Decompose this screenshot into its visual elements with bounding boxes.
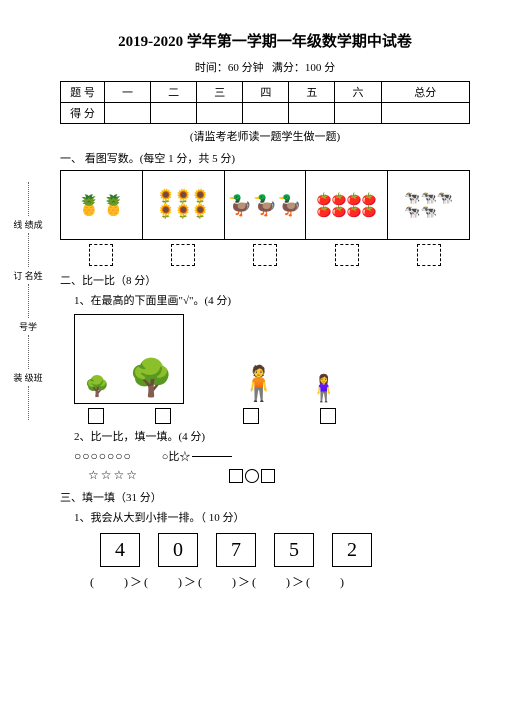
bind-label: 级班: [25, 373, 43, 383]
answer-box[interactable]: [253, 244, 277, 266]
check-box[interactable]: [88, 408, 104, 424]
q3-1-title: 1、我会从大到小排一排。（ 10 分）: [74, 509, 470, 525]
th: 二: [151, 82, 197, 103]
compare-row2: ☆☆☆☆: [74, 468, 470, 483]
answer-box[interactable]: [171, 244, 195, 266]
bind-label: 号学: [19, 322, 37, 332]
shape-answer: [229, 469, 275, 483]
td: [151, 103, 197, 124]
tree-icon: 🌳: [85, 374, 110, 399]
exam-page: 2019-2020 学年第一学期一年级数学期中试卷 时间：60 分钟 满分：10…: [0, 0, 505, 600]
num-card: 0: [158, 533, 198, 567]
invigilator-note: (请监考老师读一题学生做一题): [60, 128, 470, 144]
bind-label: 名姓: [25, 271, 43, 281]
kids-group: 🧍 🧍‍♀️: [224, 314, 354, 424]
q2-images: 🌳 🌳 🧍 🧍‍♀️: [74, 314, 470, 424]
num-card: 2: [332, 533, 372, 567]
td: [335, 103, 381, 124]
answer-box[interactable]: [89, 244, 113, 266]
compare-row: ○○○○○○○ ○比☆: [74, 448, 470, 464]
number-cards: 4 0 7 5 2: [100, 533, 470, 567]
num-card: 7: [216, 533, 256, 567]
compare-answer: ○比☆: [162, 448, 233, 464]
answer-row: [60, 244, 470, 266]
binding-margin: 线 绩成 订 名姓 号学 装 级班: [8, 180, 48, 422]
duck-cell: 🦆🦆🦆: [225, 171, 307, 239]
th: 三: [197, 82, 243, 103]
flower-cell: 🌻🌻🌻🌻🌻🌻: [143, 171, 225, 239]
circles-icon: ○○○○○○○: [74, 449, 132, 464]
td: [243, 103, 289, 124]
kid-icon: 🧍: [238, 364, 280, 404]
table-row: 题 号 一 二 三 四 五 六 总分: [61, 82, 470, 103]
th: 总分: [381, 82, 469, 103]
count-pictures-box: 🍍🍍 🌻🌻🌻🌻🌻🌻 🦆🦆🦆 🍅🍅🍅🍅🍅🍅🍅🍅 🐄🐄🐄🐄🐄: [60, 170, 470, 240]
square-box[interactable]: [261, 469, 275, 483]
td: [105, 103, 151, 124]
num-card: 4: [100, 533, 140, 567]
pineapple-cell: 🍍🍍: [61, 171, 143, 239]
td: 得 分: [61, 103, 105, 124]
fullmark-label: 满分：100 分: [272, 62, 335, 74]
answer-box[interactable]: [417, 244, 441, 266]
check-box[interactable]: [320, 408, 336, 424]
page-subtitle: 时间：60 分钟 满分：100 分: [60, 59, 470, 75]
section-3-title: 三、填一填（31 分）: [60, 489, 470, 505]
num-card: 5: [274, 533, 314, 567]
page-title: 2019-2020 学年第一学期一年级数学期中试卷: [60, 30, 470, 51]
q2-1-title: 1、在最高的下面里画"√"。(4 分): [74, 292, 470, 308]
kid-icon: 🧍‍♀️: [308, 374, 340, 404]
check-box[interactable]: [243, 408, 259, 424]
bind-label: 订: [13, 271, 22, 281]
th: 六: [335, 82, 381, 103]
tree-icon: 🌳: [129, 357, 174, 399]
bind-label: 装: [13, 373, 22, 383]
section-1-title: 一、 看图写数。(每空 1 分，共 5 分): [60, 150, 470, 166]
tomato-cell: 🍅🍅🍅🍅🍅🍅🍅🍅: [306, 171, 388, 239]
bind-label: 线: [13, 220, 22, 230]
check-box[interactable]: [155, 408, 171, 424]
cow-cell: 🐄🐄🐄🐄🐄: [388, 171, 469, 239]
order-line: ( )＞( )＞( )＞( )＞( ): [90, 573, 470, 590]
td: [197, 103, 243, 124]
table-row: 得 分: [61, 103, 470, 124]
kids-frame: 🧍 🧍‍♀️: [224, 314, 354, 404]
bind-label: 绩成: [25, 220, 43, 230]
answer-box[interactable]: [335, 244, 359, 266]
q2-2-title: 2、比一比，填一填。(4 分): [74, 428, 470, 444]
trees-frame: 🌳 🌳: [74, 314, 184, 404]
th: 五: [289, 82, 335, 103]
th: 四: [243, 82, 289, 103]
time-label: 时间：60 分钟: [195, 62, 264, 74]
stars-icon: ☆☆☆☆: [88, 468, 139, 483]
td: [289, 103, 335, 124]
td: [381, 103, 469, 124]
circle-box[interactable]: [245, 469, 259, 483]
compare-label: ○比☆: [162, 448, 191, 464]
th: 一: [105, 82, 151, 103]
score-table: 题 号 一 二 三 四 五 六 总分 得 分: [60, 81, 470, 124]
trees-group: 🌳 🌳: [74, 314, 184, 424]
th: 题 号: [61, 82, 105, 103]
square-box[interactable]: [229, 469, 243, 483]
section-2-title: 二、比一比（8 分）: [60, 272, 470, 288]
